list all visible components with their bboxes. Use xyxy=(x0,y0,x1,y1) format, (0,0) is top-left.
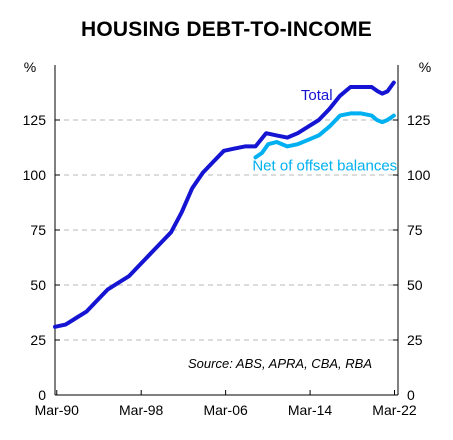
x-tick-label: Mar-22 xyxy=(372,402,417,418)
y-tick-label-left: 50 xyxy=(30,277,46,293)
y-tick-label-right: 25 xyxy=(407,332,423,348)
y-tick-label-left: 75 xyxy=(30,222,46,238)
x-tick-label: Mar-98 xyxy=(119,402,164,418)
y-tick-label-left: 125 xyxy=(23,112,47,128)
y-tick-label-left: 0 xyxy=(38,387,46,403)
chart-title: HOUSING DEBT-TO-INCOME xyxy=(80,18,373,41)
x-tick-label: Mar-90 xyxy=(35,402,80,418)
source-note: Source: ABS, APRA, CBA, RBA xyxy=(188,356,372,371)
x-tick-label: Mar-14 xyxy=(288,402,333,418)
x-tick-label: Mar-06 xyxy=(203,402,248,418)
series-line-total xyxy=(53,80,396,329)
y-tick-label-left: 100 xyxy=(23,167,47,183)
y-tick-label-right: 0 xyxy=(407,387,415,403)
y-unit-right: % xyxy=(419,59,431,75)
series-label-total: Total xyxy=(301,87,333,104)
y-tick-label-right: 100 xyxy=(407,167,431,183)
y-unit-left: % xyxy=(24,59,36,75)
y-tick-label-right: 75 xyxy=(407,222,423,238)
y-tick-label-right: 125 xyxy=(407,112,431,128)
series-label-net-of-offset: Net of offset balances xyxy=(252,158,397,175)
series-line-net-of-offset xyxy=(253,111,396,160)
y-tick-label-left: 25 xyxy=(30,332,46,348)
y-tick-label-right: 50 xyxy=(407,277,423,293)
